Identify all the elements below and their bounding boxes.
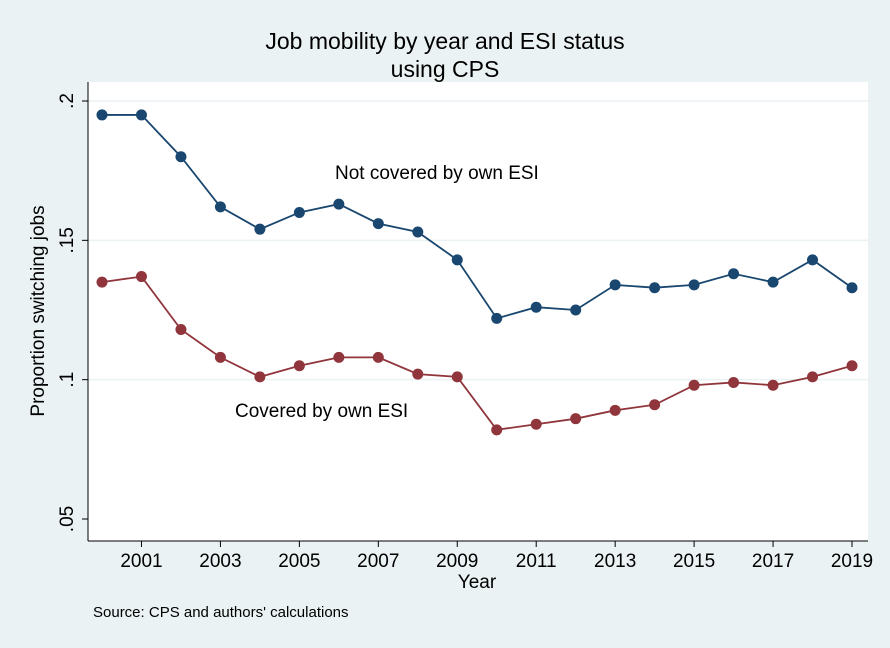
data-point bbox=[372, 351, 384, 363]
x-tick-label: 2009 bbox=[436, 551, 478, 572]
data-point bbox=[333, 351, 345, 363]
x-tick-label: 2013 bbox=[594, 551, 636, 572]
data-point bbox=[293, 206, 305, 218]
data-point bbox=[807, 254, 819, 266]
data-point bbox=[135, 271, 147, 283]
data-point bbox=[609, 279, 621, 291]
data-point bbox=[570, 413, 582, 425]
data-point bbox=[412, 368, 424, 380]
data-point bbox=[214, 351, 226, 363]
x-tick-label: 2007 bbox=[357, 551, 399, 572]
data-point bbox=[767, 379, 779, 391]
data-point bbox=[491, 424, 503, 436]
data-point bbox=[254, 223, 266, 235]
data-point bbox=[846, 360, 858, 372]
data-point bbox=[530, 418, 542, 430]
series-label-not-covered: Not covered by own ESI bbox=[335, 163, 539, 184]
y-tick-label: .05 bbox=[57, 506, 78, 532]
data-point bbox=[451, 371, 463, 383]
y-tick-label: .2 bbox=[57, 93, 78, 109]
series-line-1 bbox=[101, 275, 853, 431]
data-point bbox=[135, 109, 147, 121]
x-tick-label: 2003 bbox=[199, 551, 241, 572]
data-point bbox=[175, 151, 187, 163]
data-point bbox=[491, 312, 503, 324]
data-point bbox=[688, 279, 700, 291]
data-point bbox=[293, 360, 305, 372]
x-tick-label: 2011 bbox=[516, 551, 557, 572]
chart-subtitle: using CPS bbox=[391, 56, 500, 82]
y-axis-label: Proportion switching jobs bbox=[28, 205, 49, 416]
data-point bbox=[649, 399, 661, 411]
data-point bbox=[688, 379, 700, 391]
source-note: Source: CPS and authors' calculations bbox=[93, 604, 349, 621]
data-point bbox=[530, 301, 542, 313]
x-tick-label: 2001 bbox=[120, 551, 162, 572]
x-tick-label: 2017 bbox=[752, 551, 794, 572]
data-point bbox=[214, 201, 226, 213]
x-tick-label: 2005 bbox=[278, 551, 320, 572]
data-point bbox=[175, 324, 187, 336]
data-point bbox=[96, 276, 108, 288]
data-point bbox=[372, 218, 384, 230]
data-point bbox=[807, 371, 819, 383]
x-tick-label: 2019 bbox=[831, 551, 873, 572]
data-point bbox=[254, 371, 266, 383]
data-point bbox=[767, 276, 779, 288]
x-axis-label: Year bbox=[458, 572, 497, 593]
data-point bbox=[570, 304, 582, 316]
data-point bbox=[333, 198, 345, 210]
data-point bbox=[728, 268, 740, 280]
series-label-covered: Covered by own ESI bbox=[235, 401, 408, 422]
data-point bbox=[96, 109, 108, 121]
data-point bbox=[451, 254, 463, 266]
plot-area bbox=[88, 82, 868, 541]
data-point bbox=[649, 282, 661, 294]
y-tick-label: .1 bbox=[57, 372, 78, 388]
data-point bbox=[846, 282, 858, 294]
data-point bbox=[609, 404, 621, 416]
y-tick-label: .15 bbox=[57, 227, 78, 253]
chart-title: Job mobility by year and ESI status bbox=[265, 28, 624, 54]
series-line-0 bbox=[102, 114, 853, 320]
data-point bbox=[728, 376, 740, 388]
x-tick-label: 2015 bbox=[673, 551, 715, 572]
data-point bbox=[412, 226, 424, 238]
